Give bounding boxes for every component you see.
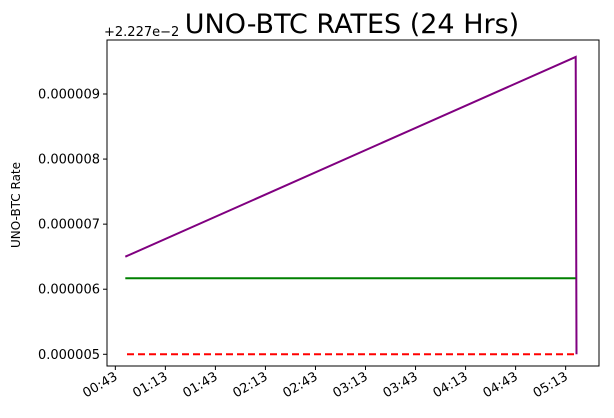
x-tick-label: 02:13 [230,369,270,401]
y-tick-label: 0.000006 [38,283,100,298]
y-tick-label: 0.000009 [38,88,100,103]
x-tick-label: 04:43 [481,369,521,401]
x-tick-label: 02:43 [281,369,321,401]
chart-title: UNO-BTC RATES (24 Hrs) [185,9,519,40]
y-tick-label: 0.000008 [38,153,100,168]
x-tick-label: 01:43 [180,369,220,401]
y-offset-label: +2.227e−2 [104,25,179,40]
x-tick-label: 00:43 [80,369,120,401]
x-tick-label: 05:13 [531,369,571,401]
x-tick-label: 04:13 [431,369,471,401]
y-tick-label: 0.000007 [38,218,100,233]
x-tick-label: 01:13 [130,369,170,401]
x-tick-label: 03:43 [381,369,421,401]
x-axis-ticks: 00:43 01:13 01:43 02:13 02:43 03:13 03:43 04:13… [80,366,571,401]
y-tick-label: 0.000005 [38,348,100,363]
plot-frame [106,39,600,367]
y-axis-label: UNO-BTC Rate [9,162,23,248]
y-axis-ticks: 0.000005 0.000006 0.000007 0.000008 0.000009 [38,88,107,363]
x-tick-label: 03:13 [331,369,371,401]
series-line-1 [124,55,578,355]
series-layer [124,55,578,356]
